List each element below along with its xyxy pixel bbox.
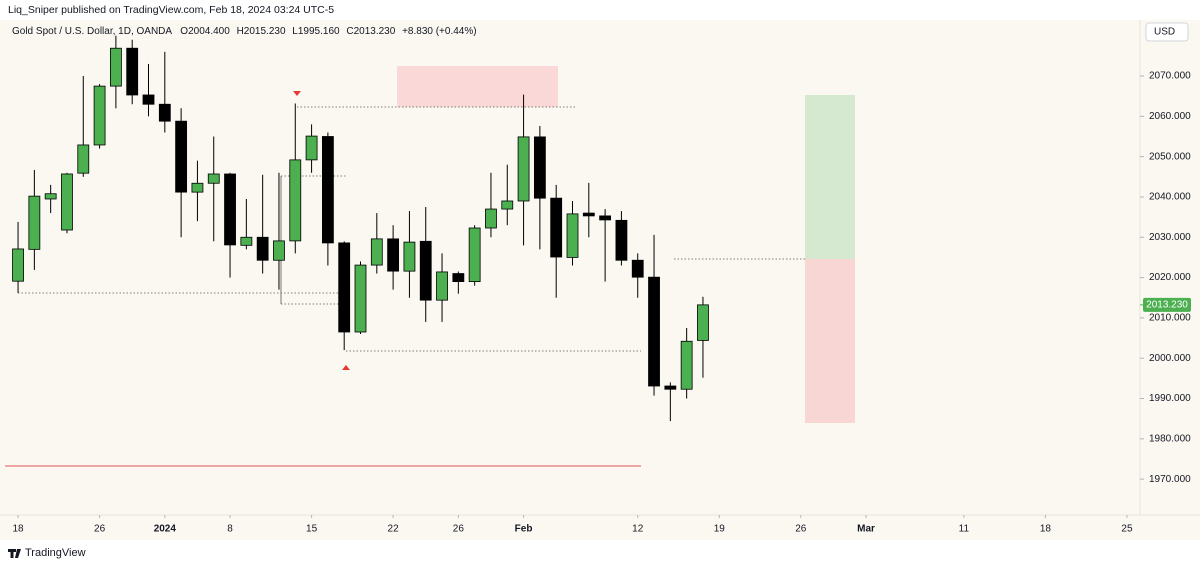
candle-body	[354, 264, 367, 333]
candle-body	[77, 144, 90, 174]
y-tick-label: 2070.000	[1149, 71, 1191, 82]
candle-body	[28, 195, 41, 250]
candle-body	[615, 219, 628, 261]
last-price-tag	[1143, 297, 1191, 312]
candle-body	[142, 94, 155, 105]
y-tick-label: 2010.000	[1149, 313, 1191, 324]
ohlc-open: O2004.400	[180, 26, 230, 37]
y-tick-label: 1970.000	[1149, 474, 1191, 485]
level-lines	[18, 106, 805, 352]
brand-logo	[8, 549, 21, 558]
brand: TradingView	[25, 547, 86, 559]
candle-body	[582, 212, 595, 217]
candle-body	[697, 304, 709, 341]
candle-body	[485, 208, 497, 229]
candle-body	[256, 236, 269, 261]
x-tick-label: 12	[632, 524, 644, 535]
x-tick-label: 2024	[154, 524, 177, 535]
marker-up	[342, 365, 350, 370]
candle-body	[501, 200, 514, 210]
candle-body	[387, 238, 400, 272]
ohlc-low: L1995.160	[292, 26, 340, 37]
symbol: Gold Spot / U.S. Dollar, 1D, OANDA	[12, 26, 172, 37]
candle-body	[126, 47, 139, 96]
last-price-label: 2013.230	[1146, 300, 1188, 311]
candle-body	[648, 276, 660, 387]
y-tick-label: 1980.000	[1149, 433, 1191, 444]
change: +8.830 (+0.44%)	[402, 26, 477, 37]
x-tick-label: 19	[714, 524, 726, 535]
candle-body	[207, 173, 220, 184]
x-tick-label: 26	[795, 524, 807, 535]
candle-body	[468, 227, 481, 283]
candle-body	[631, 259, 644, 278]
candle-body	[550, 197, 563, 258]
currency-label: USD	[1154, 27, 1175, 38]
candle-body	[338, 242, 351, 333]
y-tick-label: 2060.000	[1149, 111, 1191, 122]
candle-body	[109, 47, 122, 87]
y-tick-label: 2050.000	[1149, 151, 1191, 162]
candle-body	[191, 182, 204, 193]
x-tick-label: 11	[959, 524, 970, 535]
candle-body	[566, 213, 579, 258]
candle-body	[436, 271, 448, 301]
candle-body	[680, 340, 693, 390]
x-tick-label: 26	[453, 524, 465, 535]
candle-body	[175, 120, 188, 193]
candle-body	[370, 238, 383, 266]
candle-body	[240, 236, 253, 246]
y-tick-label: 2020.000	[1149, 272, 1191, 283]
y-tick-label: 2040.000	[1149, 192, 1191, 203]
ohlc-high: H2015.230	[237, 26, 286, 37]
y-tick-label: 1990.000	[1149, 393, 1191, 404]
candle-body	[12, 248, 24, 282]
candle-body	[289, 159, 302, 242]
candle-body	[403, 241, 416, 272]
published-line: Liq_Sniper published on TradingView.com,…	[8, 4, 334, 16]
candle-body	[419, 240, 432, 301]
marker-down	[293, 91, 301, 96]
x-tick-label: Mar	[857, 524, 875, 535]
candle-body	[273, 240, 285, 261]
candle-body	[599, 215, 612, 221]
plot	[12, 35, 709, 422]
candle-body	[452, 273, 465, 283]
x-tick-label: 8	[227, 524, 233, 535]
x-tick-label: 18	[12, 524, 24, 535]
y-tick-label: 2030.000	[1149, 232, 1191, 243]
candle-body	[517, 136, 530, 202]
x-tick-label: Feb	[515, 524, 533, 535]
currency-button[interactable]	[1145, 22, 1189, 42]
candle-body	[61, 173, 73, 231]
candle-body	[158, 103, 171, 122]
chart-background	[0, 20, 1200, 540]
x-tick-label: 15	[306, 524, 318, 535]
candle-body	[224, 173, 236, 246]
candle-body	[44, 193, 57, 200]
x-tick-label: 25	[1121, 524, 1133, 535]
zone-rect	[397, 66, 558, 107]
candle-body	[533, 136, 546, 199]
y-tick-label: 2000.000	[1149, 353, 1191, 364]
candle-body	[321, 136, 334, 244]
x-tick-label: 18	[1040, 524, 1052, 535]
candle-body	[664, 385, 677, 390]
header-band	[0, 0, 1200, 20]
target-zone	[805, 95, 855, 259]
candle-body	[93, 85, 106, 146]
stop-zone	[805, 259, 855, 423]
x-tick-label: 22	[388, 524, 400, 535]
x-tick-label: 26	[94, 524, 106, 535]
footer-band	[0, 540, 1200, 565]
legend-title: Gold Spot / U.S. Dollar, 1D, OANDA O2004…	[12, 26, 477, 37]
ohlc-close: C2013.230	[346, 26, 395, 37]
candle-body	[305, 135, 318, 161]
